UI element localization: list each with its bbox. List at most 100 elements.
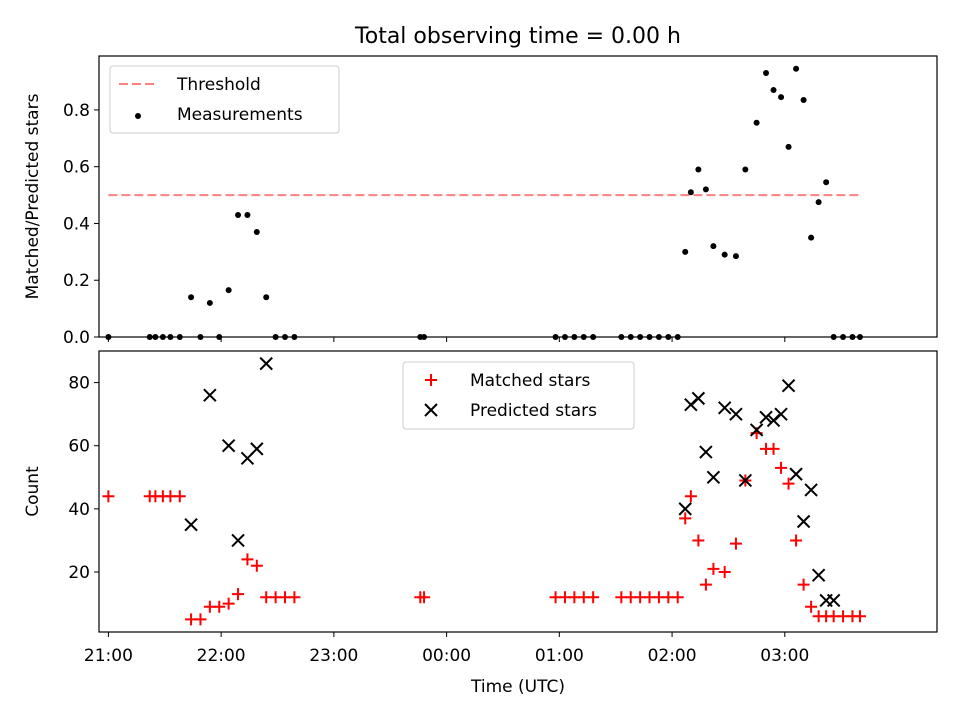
- measurement-point: [152, 334, 159, 340]
- matched-star-marker: [587, 591, 600, 604]
- legend-box: [402, 361, 635, 430]
- predicted-star-marker: [729, 407, 743, 421]
- legend-label: Measurements: [177, 105, 303, 125]
- predicted-star-marker: [826, 593, 841, 608]
- predicted-star-marker: [706, 470, 721, 484]
- measurement-point: [763, 70, 770, 77]
- measurement-point: [282, 334, 289, 340]
- y-tick-label: 0.8: [63, 101, 90, 121]
- measurement-point: [188, 294, 195, 301]
- series-matched-stars: [102, 427, 866, 626]
- y-tick-label: 40: [68, 500, 90, 520]
- measurement-point: [808, 234, 815, 241]
- matched-star-marker: [797, 578, 810, 591]
- matched-star-marker: [173, 490, 186, 503]
- predicted-star-marker: [749, 423, 764, 437]
- measurement-point: [244, 211, 251, 218]
- x-axis-label: Time (UTC): [470, 677, 565, 697]
- y-axis-label: Matched/Predicted stars: [23, 93, 43, 299]
- measurement-point: [665, 334, 672, 340]
- measurement-point: [197, 334, 204, 340]
- matched-star-marker: [718, 566, 731, 579]
- predicted-star-marker: [203, 388, 217, 402]
- measurement-point: [753, 119, 760, 126]
- matched-star-marker: [679, 512, 692, 525]
- measurement-point: [291, 334, 298, 340]
- matched-star-marker: [418, 591, 431, 604]
- legend-predicted-swatch: [424, 403, 438, 417]
- legend-matched-swatch: [425, 374, 437, 386]
- measurement-point: [176, 334, 183, 340]
- measurement-point: [655, 334, 662, 340]
- y-tick-label: 80: [68, 374, 90, 394]
- measurement-point: [146, 334, 153, 340]
- matched-star-marker: [805, 600, 818, 613]
- predicted-star-marker: [184, 517, 198, 532]
- x-tick-label: 01:00: [535, 646, 584, 666]
- measurement-point: [823, 179, 830, 186]
- predicted-star-marker: [811, 568, 826, 582]
- predicted-star-marker: [804, 483, 818, 497]
- y-tick-label: 0.6: [63, 158, 90, 178]
- measurement-point: [646, 334, 653, 340]
- matched-star-marker: [671, 591, 684, 604]
- measurement-point: [785, 143, 792, 150]
- x-tick-label: 21:00: [84, 646, 133, 666]
- measurement-point: [732, 253, 739, 260]
- series-predicted-stars: [184, 356, 841, 608]
- matched-star-marker: [790, 534, 803, 547]
- measurement-point: [702, 186, 709, 193]
- matched-star-marker: [194, 613, 207, 626]
- y-tick-label: 0.2: [63, 271, 90, 291]
- measurement-point: [770, 87, 777, 94]
- legend-label: Predicted stars: [470, 401, 597, 421]
- measurement-point: [159, 334, 166, 340]
- matched-star-marker: [782, 477, 795, 490]
- measurement-point: [721, 251, 728, 258]
- measurement-point: [793, 65, 800, 72]
- measurement-point: [627, 334, 634, 340]
- predicted-star-marker: [717, 401, 732, 415]
- bottom-panel: 20 40 60 80 21:00 22:00 23:00 00:00 01:00 02:00 03…: [23, 350, 938, 697]
- measurement-point: [695, 166, 702, 173]
- x-tick-label: 23:00: [309, 646, 358, 666]
- matched-star-marker: [692, 534, 705, 547]
- y-tick-label: 0.0: [63, 328, 90, 348]
- y-tick-label: 20: [68, 563, 90, 583]
- axes-frame: [98, 55, 938, 338]
- measurement-point: [778, 94, 785, 101]
- legend-box: [109, 65, 340, 134]
- legend-label: Matched stars: [470, 371, 590, 391]
- series-measurements: [105, 65, 863, 340]
- matched-star-marker: [707, 562, 720, 575]
- predicted-star-marker: [250, 442, 264, 456]
- matched-star-marker: [288, 591, 301, 604]
- measurement-point: [682, 248, 689, 255]
- matched-star-marker: [775, 461, 788, 474]
- measurement-point: [206, 299, 213, 306]
- measurement-point: [637, 334, 644, 340]
- measurement-point: [590, 334, 597, 340]
- legend: Threshold Measurements: [109, 65, 340, 134]
- predicted-star-marker: [221, 439, 236, 453]
- measurement-point: [421, 334, 428, 340]
- y-axis-label: Count: [23, 466, 43, 517]
- predicted-star-marker: [231, 533, 245, 548]
- predicted-star-marker: [774, 407, 788, 421]
- y-tick-label: 60: [68, 437, 90, 457]
- matched-star-marker: [729, 537, 742, 550]
- figure-title: Total observing time = 0.00 h: [354, 24, 681, 49]
- measurement-point: [552, 334, 559, 340]
- measurement-point: [840, 334, 847, 340]
- measurement-point: [225, 287, 232, 294]
- matched-star-marker: [102, 490, 115, 503]
- legend: Matched stars Predicted stars: [402, 361, 635, 430]
- matched-star-marker: [250, 559, 263, 572]
- x-tick-label: 22:00: [197, 646, 246, 666]
- matched-star-marker: [699, 578, 712, 591]
- measurement-point: [216, 334, 223, 340]
- predicted-star-marker: [678, 502, 692, 516]
- legend-measurement-swatch: [135, 113, 141, 119]
- measurement-point: [830, 334, 837, 340]
